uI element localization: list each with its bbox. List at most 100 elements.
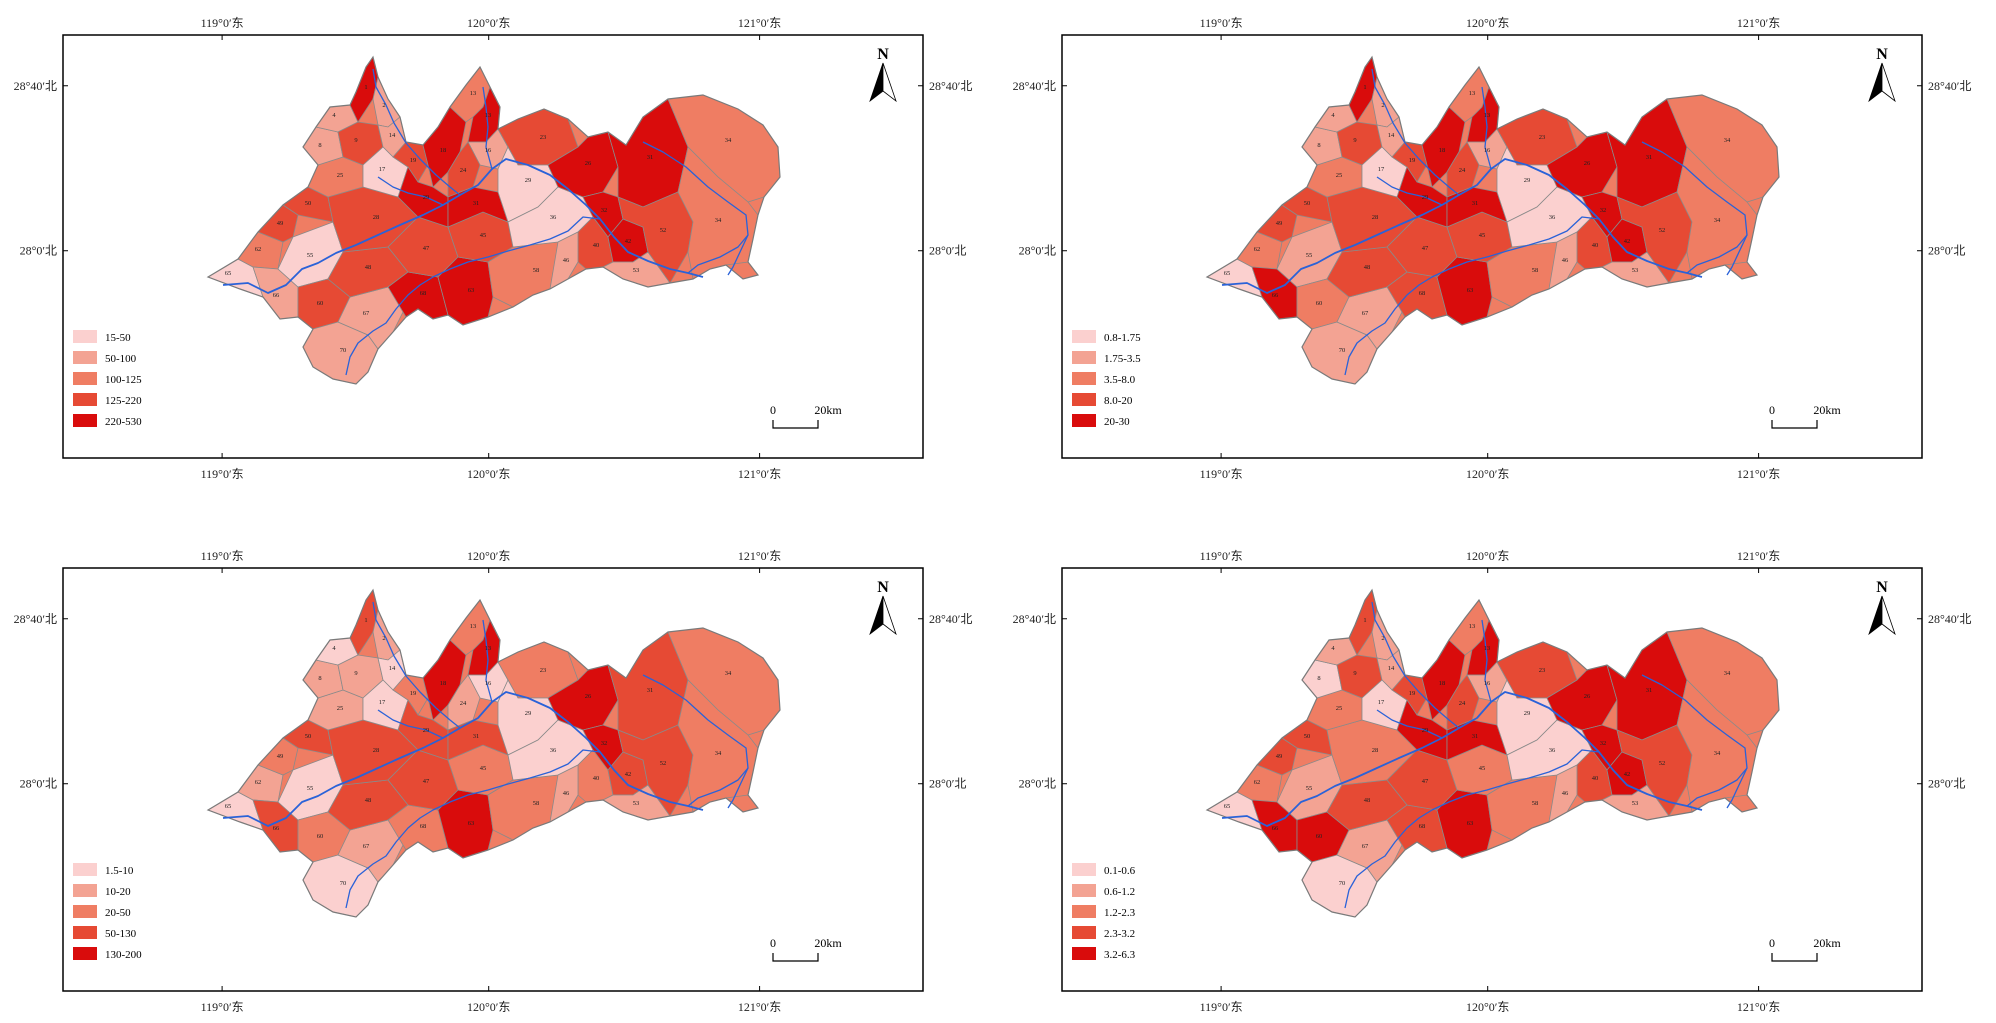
subbasin-label: 62	[255, 779, 262, 786]
subbasin-label: 31	[647, 687, 654, 694]
river	[1376, 176, 1443, 206]
subbasin-label: 49	[1276, 753, 1283, 760]
subbasin-label: 60	[317, 833, 324, 840]
lat-label-right: 28°40′北	[929, 79, 972, 93]
river	[1641, 141, 1748, 276]
subbasin-label: 1	[1363, 617, 1366, 624]
legend-swatch	[1072, 351, 1096, 364]
subbasin-label: 16	[485, 680, 492, 687]
subbasin-label: 66	[1272, 825, 1279, 832]
legend-swatch	[73, 947, 97, 960]
lat-label-left: 28°0′北	[20, 777, 57, 791]
subbasin-label: 32	[1600, 740, 1607, 747]
subbasin-label: 52	[1659, 227, 1666, 234]
subbasin-label: 26	[1584, 160, 1591, 167]
legend-swatch	[1072, 884, 1096, 897]
legend-label: 0.8-1.75	[1104, 332, 1141, 344]
subbasin-label: 68	[420, 823, 427, 830]
basin-map: 6562495066556070674828684763455825849121…	[1205, 588, 1780, 918]
river	[1641, 674, 1748, 809]
legend-swatch	[73, 393, 97, 406]
subbasin-label: 63	[468, 287, 475, 294]
basin-map: 6562495066556070674828684763455825849121…	[206, 55, 781, 385]
subbasin-label: 18	[1439, 147, 1446, 154]
subbasin-label: 42	[1624, 771, 1631, 778]
subbasin-label: 2	[1381, 102, 1384, 109]
subbasin-label: 23	[540, 667, 547, 674]
lat-label-right: 28°0′北	[1928, 244, 1965, 258]
subbasin-label: 19	[410, 690, 417, 697]
subbasin-label: 67	[1362, 843, 1369, 850]
lon-label-bottom: 121°0′东	[1737, 1000, 1780, 1014]
subbasin-label: 4	[1331, 112, 1335, 119]
legend-label: 130-200	[105, 949, 142, 961]
river	[1481, 619, 1492, 703]
legend-swatch	[1072, 372, 1096, 385]
subbasin-label: 1	[364, 84, 367, 91]
lat-label-left: 28°0′北	[1019, 777, 1056, 791]
subbasin-label: 55	[307, 785, 314, 792]
subbasin-label: 13	[1484, 645, 1491, 652]
subbasin-label: 23	[1539, 134, 1546, 141]
legend-label: 0.6-1.2	[1104, 886, 1135, 898]
lon-label-top: 119°0′东	[201, 549, 244, 563]
subbasin-label: 34	[725, 137, 732, 144]
subbasin-46	[549, 764, 579, 823]
subbasin-label: 31	[1646, 687, 1653, 694]
river	[377, 176, 444, 206]
subbasin-label: 23	[1539, 667, 1546, 674]
subbasin-label: 1	[1363, 84, 1366, 91]
river	[1371, 68, 1460, 196]
subbasin-label: 9	[354, 670, 357, 677]
subbasin-label: 40	[593, 242, 600, 249]
subbasin-label: 9	[1353, 137, 1356, 144]
subbasin-label: 68	[420, 290, 427, 297]
river	[372, 601, 461, 729]
svg-text:0: 0	[1769, 403, 1775, 417]
lon-label-bottom: 119°0′东	[201, 1000, 244, 1014]
subbasin-52	[617, 724, 694, 817]
subbasin-label: 66	[273, 292, 280, 299]
subbasin-label: 50	[305, 733, 312, 740]
subbasin-label: 24	[1459, 700, 1466, 707]
subbasin-label: 63	[468, 820, 475, 827]
legend-label: 20-50	[105, 907, 131, 919]
lon-label-top: 121°0′东	[1737, 16, 1780, 30]
subbasin-label: 29	[1422, 194, 1429, 201]
subbasin-label: 13	[1469, 90, 1476, 97]
lon-label-top: 121°0′东	[738, 16, 781, 30]
lat-label-left: 28°40′北	[14, 79, 57, 93]
legend-swatch	[1072, 926, 1096, 939]
river	[345, 749, 601, 909]
subbasin-label: 31	[1472, 200, 1479, 207]
lon-label-top: 120°0′东	[1466, 16, 1509, 30]
lat-label-right: 28°40′北	[1928, 79, 1971, 93]
subbasin-label: 31	[1472, 733, 1479, 740]
subbasin-label: 2	[382, 635, 385, 642]
subbasin-29	[1396, 166, 1448, 228]
subbasin-label: 58	[533, 800, 540, 807]
subbasin-label: 1	[364, 617, 367, 624]
legend-swatch	[73, 863, 97, 876]
subbasin-label: 29	[525, 710, 532, 717]
river	[687, 767, 749, 807]
legend-swatch	[1072, 330, 1096, 343]
lon-label-bottom: 120°0′东	[1466, 1000, 1509, 1014]
subbasin-label: 62	[1254, 779, 1261, 786]
scale-bar: 0 20km	[1769, 936, 1841, 962]
legend-label: 0.1-0.6	[1104, 865, 1136, 877]
subbasin-52	[1616, 724, 1693, 817]
legend: 0.8-1.75 1.75-3.5 3.5-8.0 8.0-20 20-30	[1072, 330, 1141, 428]
subbasin-label: 47	[423, 778, 430, 785]
north-arrow-icon: N	[1868, 46, 1896, 103]
lon-label-bottom: 119°0′东	[1200, 467, 1243, 481]
subbasin-label: 47	[423, 245, 430, 252]
lon-label-top: 120°0′东	[467, 549, 510, 563]
river	[482, 619, 493, 703]
subbasin-label: 68	[1419, 823, 1426, 830]
river	[1686, 234, 1748, 274]
lat-label-right: 28°0′北	[1928, 777, 1965, 791]
subbasin-label: 53	[1632, 267, 1639, 274]
river	[1344, 216, 1600, 376]
